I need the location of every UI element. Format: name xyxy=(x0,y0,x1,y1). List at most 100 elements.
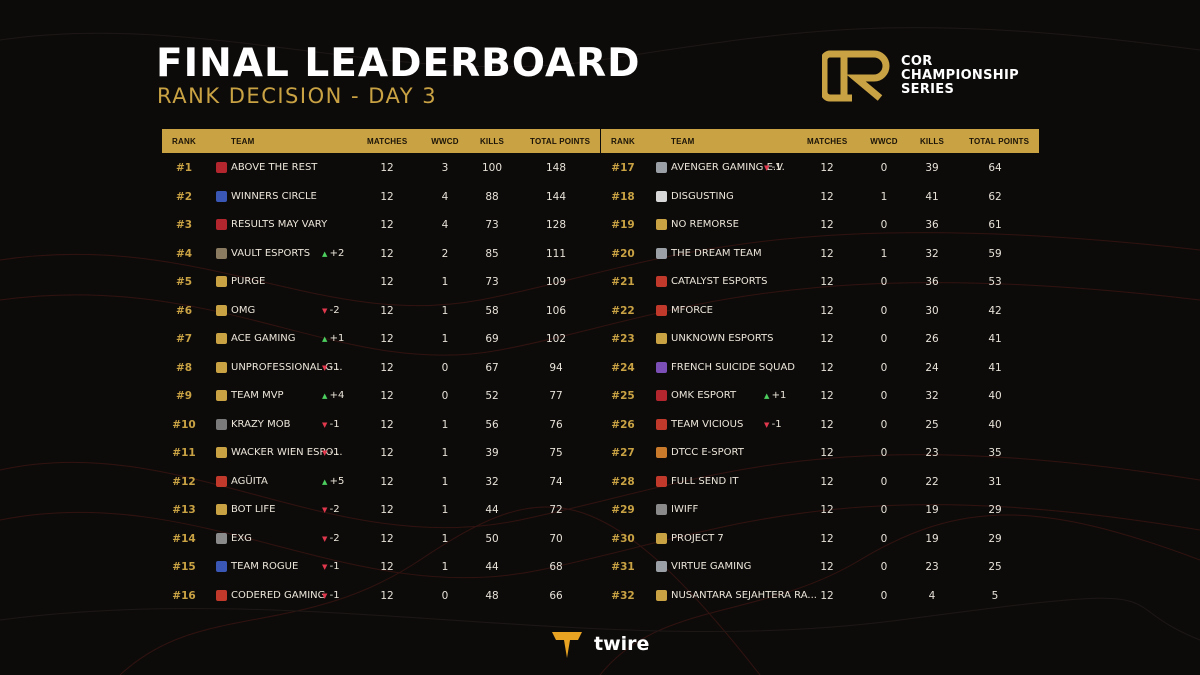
team-name: MFORCE xyxy=(671,304,714,316)
rank-change: ▼ -1 xyxy=(322,362,340,374)
twire-logo-icon xyxy=(552,632,582,658)
arrow-up-icon: ▲ xyxy=(322,392,330,400)
wwcd-cell: 1 xyxy=(441,276,449,288)
kills-cell: 4 xyxy=(928,589,936,602)
wwcd-cell: 2 xyxy=(441,247,449,260)
kills-cell: 30 xyxy=(925,304,939,317)
wwcd-cell: 0 xyxy=(880,447,888,459)
team-logo-icon xyxy=(216,304,227,316)
team-logo-icon xyxy=(216,390,227,401)
cr-logo-icon xyxy=(822,50,890,102)
team-logo-icon xyxy=(656,390,667,401)
wwcd-cell: 1 xyxy=(441,333,449,345)
team-name: FRENCH SUICIDE SQUAD xyxy=(671,361,796,373)
col-wwcd: WWCD xyxy=(870,137,898,146)
wwcd-cell: 0 xyxy=(880,561,888,573)
rank-cell: #23 xyxy=(611,333,635,345)
arrow-down-icon: ▼ xyxy=(322,534,330,543)
col-rank: RANK xyxy=(611,137,635,146)
team-name: AGÜITA xyxy=(231,475,268,487)
rank-change: ▲ +1 xyxy=(764,390,786,402)
kills-cell: 58 xyxy=(485,304,499,317)
total-points-cell: 40 xyxy=(988,390,1002,402)
rank-cell: #15 xyxy=(172,561,196,573)
arrow-up-icon: ▲ xyxy=(322,477,330,486)
kills-cell: 36 xyxy=(925,276,939,288)
rank-cell: #31 xyxy=(611,561,635,573)
col-wwcd: WWCD xyxy=(431,137,459,146)
kills-cell: 39 xyxy=(485,447,499,459)
table-row: #8 UNPROFESSIONAL G... ▼ -1 12 0 67 94 xyxy=(162,353,600,382)
rank-cell: #20 xyxy=(611,247,635,260)
wwcd-cell: 4 xyxy=(441,219,449,231)
kills-cell: 85 xyxy=(485,247,499,260)
kills-cell: 36 xyxy=(925,219,939,231)
arrow-up-icon: ▲ xyxy=(322,249,330,258)
total-points-cell: 61 xyxy=(988,219,1002,231)
col-kills: KILLS xyxy=(919,137,945,146)
rank-cell: #7 xyxy=(175,333,193,345)
team-name: TEAM MVP xyxy=(231,390,284,401)
matches-cell: 12 xyxy=(820,219,834,231)
rank-change-value: +5 xyxy=(329,475,345,487)
team-logo-icon xyxy=(656,333,667,344)
rank-cell: #5 xyxy=(175,276,193,288)
matches-cell: 12 xyxy=(380,247,394,260)
rank-cell: #4 xyxy=(175,247,193,260)
matches-cell: 12 xyxy=(380,219,394,231)
kills-cell: 48 xyxy=(485,589,499,602)
total-points-cell: 35 xyxy=(988,447,1002,459)
table-row: #29 IWIFF 12 0 19 29 xyxy=(601,495,1039,524)
team-name: OMG xyxy=(231,304,256,316)
team-name: VIRTUE GAMING xyxy=(671,561,752,572)
arrow-down-icon: ▼ xyxy=(322,563,330,571)
wwcd-cell: 1 xyxy=(441,475,449,488)
table-row: #7 ACE GAMING ▲ +1 12 1 69 102 xyxy=(162,324,600,353)
team-name: TEAM VICIOUS xyxy=(671,418,744,430)
team-logo-icon xyxy=(656,304,667,316)
kills-cell: 25 xyxy=(925,418,939,431)
matches-cell: 12 xyxy=(820,589,834,602)
arrow-down-icon: ▼ xyxy=(322,506,330,514)
rank-cell: #26 xyxy=(611,418,635,431)
wwcd-cell: 0 xyxy=(880,304,888,317)
matches-cell: 12 xyxy=(380,304,394,317)
wwcd-cell: 0 xyxy=(441,589,449,602)
rank-cell: #14 xyxy=(172,532,196,545)
table-row: #28 FULL SEND IT 12 0 22 31 xyxy=(601,467,1039,496)
table-row: #3 RESULTS MAY VARY 12 4 73 128 xyxy=(162,210,600,239)
wwcd-cell: 1 xyxy=(441,418,449,431)
total-points-cell: 42 xyxy=(988,304,1002,317)
rank-cell: #13 xyxy=(172,504,196,516)
matches-cell: 12 xyxy=(380,532,394,545)
kills-cell: 24 xyxy=(925,361,939,374)
wwcd-cell: 1 xyxy=(441,304,449,317)
team-name: UNPROFESSIONAL G... xyxy=(231,361,343,373)
col-total-points: TOTAL POINTS xyxy=(530,137,591,146)
matches-cell: 12 xyxy=(820,333,834,345)
rank-change: ▼ -1 xyxy=(764,162,782,174)
matches-cell: 12 xyxy=(820,447,834,459)
rank-cell: #30 xyxy=(611,532,635,545)
table-row: #14 EXG ▼ -2 12 1 50 70 xyxy=(162,524,600,553)
col-team: TEAM xyxy=(231,137,255,146)
rank-change: ▼ -2 xyxy=(322,533,340,545)
wwcd-cell: 0 xyxy=(441,361,449,374)
kills-cell: 39 xyxy=(925,162,939,174)
rank-cell: #11 xyxy=(172,447,196,459)
matches-cell: 12 xyxy=(380,162,394,174)
rank-cell: #27 xyxy=(611,447,635,459)
kills-cell: 88 xyxy=(485,190,499,203)
arrow-up-icon: ▲ xyxy=(764,392,772,400)
table-row: #4 VAULT ESPORTS ▲ +2 12 2 85 111 xyxy=(162,239,600,268)
brand-line-1: COR xyxy=(901,54,933,69)
total-points-cell: 94 xyxy=(549,361,563,374)
table-header: RANK TEAM MATCHES WWCD KILLS TOTAL POINT… xyxy=(601,129,1039,153)
total-points-cell: 111 xyxy=(545,247,567,260)
team-logo-icon xyxy=(656,589,667,601)
rank-cell: #16 xyxy=(172,589,196,602)
rank-change-value: +4 xyxy=(329,390,345,401)
rank-change-value: -1 xyxy=(771,418,782,430)
total-points-cell: 144 xyxy=(545,190,567,203)
